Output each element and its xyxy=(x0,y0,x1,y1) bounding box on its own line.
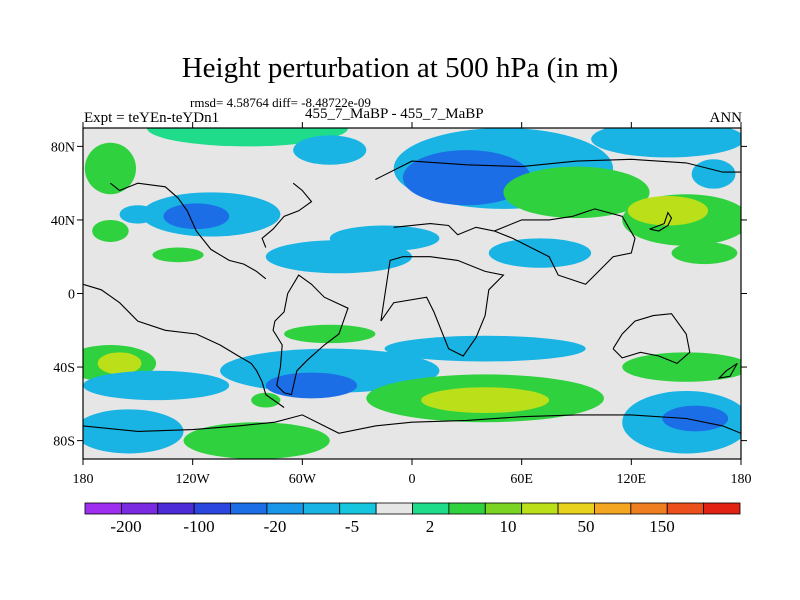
contour-region-28 xyxy=(183,422,330,459)
axis-layer: 180 120W 60W 0 60E 120E 180 80N 40N 0 40S 80S xyxy=(51,122,752,487)
stats-line: rmsd= 4.58764 diff= -8.48722e-09 xyxy=(190,95,371,110)
coastline-3 xyxy=(83,283,285,408)
y-tick-label: 0 xyxy=(68,288,75,303)
coastline-4 xyxy=(612,313,691,365)
contour-region-31 xyxy=(662,405,729,432)
y-tick-label: 40N xyxy=(51,214,75,229)
season-label: ANN xyxy=(709,110,743,126)
colorbar-swatch-11 xyxy=(484,502,523,515)
coastline-8 xyxy=(110,182,267,280)
coastline-5 xyxy=(717,362,738,379)
y-tick-label: 40S xyxy=(53,361,75,376)
coastline-layer xyxy=(83,158,741,434)
colorbar-label: 150 xyxy=(649,517,675,536)
y-tick-label: 80N xyxy=(51,140,75,155)
x-tick-label: 180 xyxy=(731,472,752,487)
colorbar-swatch-1 xyxy=(120,502,159,515)
colorbar-label: 50 xyxy=(578,517,595,536)
x-tick-label: 180 xyxy=(73,472,94,487)
coastline-0 xyxy=(272,274,349,396)
coastline-6 xyxy=(83,414,741,434)
colorbar-swatch-5 xyxy=(266,502,304,515)
colorbar-swatch-4 xyxy=(230,502,268,515)
colorbar-label: -100 xyxy=(183,517,214,536)
colorbar-swatch-14 xyxy=(594,502,632,515)
contour-region-17 xyxy=(152,247,204,263)
center-label: 455_7_MaBP - 455_7_MaBP xyxy=(305,106,484,122)
contour-region-1 xyxy=(147,128,348,147)
colorbar-swatch-8 xyxy=(375,502,413,515)
contour-region-5 xyxy=(591,128,741,158)
contour-field-layer xyxy=(83,128,741,459)
colorbar-swatch-9 xyxy=(412,502,450,515)
contour-region-32 xyxy=(83,409,184,454)
colorbar-swatch-6 xyxy=(302,502,341,515)
x-tick-label: 60W xyxy=(289,472,317,487)
x-tick-label: 120E xyxy=(617,472,647,487)
contour-region-33 xyxy=(251,392,281,408)
colorbar-swatch-7 xyxy=(339,502,377,515)
contour-region-22 xyxy=(83,370,230,401)
colorbar-label: -5 xyxy=(345,517,359,536)
colorbar-swatch-17 xyxy=(703,502,741,515)
contour-region-0 xyxy=(84,142,137,195)
contour-region-6 xyxy=(691,159,736,189)
colorbar-swatch-15 xyxy=(630,502,668,515)
colorbar-label: -200 xyxy=(110,517,141,536)
contour-region-16 xyxy=(671,242,738,265)
contour-region-21 xyxy=(97,352,142,375)
contour-region-4 xyxy=(402,150,531,206)
contour-region-25 xyxy=(384,335,586,362)
coastline-7 xyxy=(375,158,741,180)
contour-region-19 xyxy=(284,324,376,344)
colorbar-label: 10 xyxy=(500,517,517,536)
y-tick-label: 80S xyxy=(53,435,75,450)
contour-region-9 xyxy=(119,205,157,224)
contour-region-8 xyxy=(163,203,230,230)
colorbar-swatch-0 xyxy=(84,502,122,515)
coastline-9 xyxy=(261,182,313,248)
contour-region-12 xyxy=(488,238,592,268)
x-tick-label: 0 xyxy=(409,472,416,487)
coastline-2 xyxy=(393,208,636,285)
x-tick-label: 60E xyxy=(510,472,533,487)
colorbar-swatch-10 xyxy=(448,502,486,515)
contour-region-24 xyxy=(265,372,358,399)
chart-title: Height perturbation at 500 hPa (in m) xyxy=(181,52,619,84)
contour-region-27 xyxy=(421,387,550,414)
colorbar-swatch-2 xyxy=(157,502,195,515)
colorbar: -200 -100 -20 -5 2 10 50 150 xyxy=(84,502,741,536)
contour-region-18 xyxy=(92,219,129,243)
coastline-10 xyxy=(649,211,673,232)
contour-region-13 xyxy=(503,166,650,219)
colorbar-swatch-16 xyxy=(666,502,705,515)
colorbar-swatch-12 xyxy=(521,502,559,515)
contour-region-11 xyxy=(329,225,440,252)
colorbar-swatch-3 xyxy=(193,502,231,515)
x-tick-label: 120W xyxy=(176,472,211,487)
contour-region-29 xyxy=(622,352,741,382)
coastline-1 xyxy=(380,256,505,357)
experiment-label: Expt = teYEn-teYDn1 xyxy=(84,110,220,126)
colorbar-label: 2 xyxy=(426,517,435,536)
colorbar-label: -20 xyxy=(264,517,287,536)
contour-region-2 xyxy=(293,135,367,165)
contour-region-15 xyxy=(627,196,709,226)
colorbar-swatch-13 xyxy=(557,502,595,515)
